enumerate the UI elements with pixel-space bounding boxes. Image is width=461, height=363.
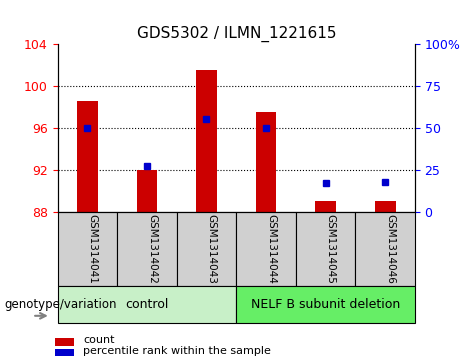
Text: count: count [83, 335, 114, 345]
Bar [196, 70, 217, 212]
Text: GSM1314044: GSM1314044 [266, 214, 276, 284]
FancyBboxPatch shape [355, 212, 415, 286]
Text: GSM1314046: GSM1314046 [385, 214, 395, 284]
FancyBboxPatch shape [177, 212, 236, 286]
FancyBboxPatch shape [236, 286, 415, 323]
Text: GSM1314041: GSM1314041 [88, 214, 97, 284]
Text: GSM1314043: GSM1314043 [207, 214, 217, 284]
FancyBboxPatch shape [236, 212, 296, 286]
Text: genotype/variation: genotype/variation [5, 298, 117, 311]
FancyBboxPatch shape [117, 212, 177, 286]
Bar [136, 170, 157, 212]
Text: GSM1314042: GSM1314042 [147, 214, 157, 284]
Text: NELF B subunit deletion: NELF B subunit deletion [251, 298, 400, 311]
Text: GSM1314045: GSM1314045 [325, 214, 336, 284]
Bar [255, 112, 277, 212]
Bar [375, 201, 396, 212]
Bar [77, 101, 98, 212]
FancyBboxPatch shape [58, 212, 117, 286]
Title: GDS5302 / ILMN_1221615: GDS5302 / ILMN_1221615 [136, 26, 336, 42]
FancyBboxPatch shape [296, 212, 355, 286]
Text: percentile rank within the sample: percentile rank within the sample [83, 346, 271, 356]
Text: control: control [125, 298, 169, 311]
FancyBboxPatch shape [58, 286, 236, 323]
Bar [315, 201, 336, 212]
